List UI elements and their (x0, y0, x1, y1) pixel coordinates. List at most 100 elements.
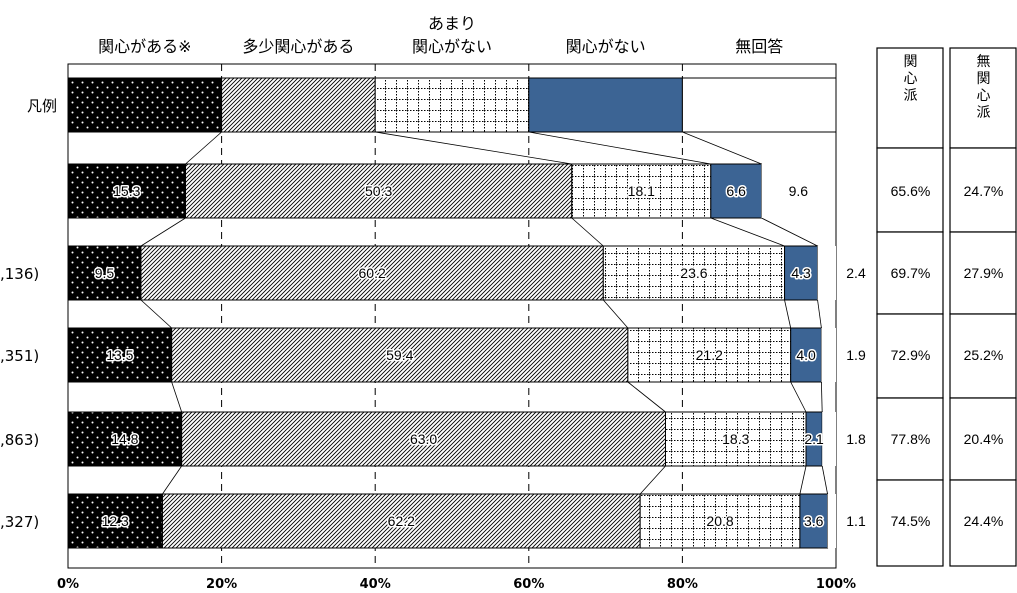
connector-line (639, 465, 666, 495)
legend-swatch (374, 77, 530, 133)
data-label: 14.8 (111, 431, 138, 447)
bar-segment (602, 245, 786, 301)
bar-segment (799, 493, 829, 549)
x-axis-tick-labels: 0% 20% 40% 60% 80% 100% (57, 577, 856, 592)
bar-segment (821, 328, 836, 382)
bar-segment (67, 493, 163, 549)
summary-value: 24.4% (964, 513, 1004, 529)
summary-cell (949, 479, 1017, 567)
data-label: 63.0 (410, 431, 437, 447)
data-label: 13.5 (106, 347, 133, 363)
summary-value: 65.6% (891, 183, 931, 199)
bar-segment (571, 163, 712, 219)
series-header-label: 無回答 (735, 37, 783, 56)
summary-header-label: 関心派 (904, 54, 918, 104)
connector-lines (140, 131, 828, 495)
connector-line (784, 299, 792, 329)
x-tick-label: 60% (513, 577, 544, 592)
summary-value: 69.7% (891, 265, 931, 281)
data-label: 2.4 (846, 265, 866, 281)
data-label: 15.3 (113, 183, 140, 199)
data-label: 20.8 (706, 513, 733, 529)
data-label: 4.3 (791, 265, 811, 281)
bar-segment (67, 327, 173, 383)
data-label: 1.8 (846, 431, 866, 447)
bar-segment (790, 327, 822, 383)
bar-segment (67, 411, 183, 467)
bar-segment (665, 411, 807, 467)
bar-segment (817, 246, 836, 300)
connector-line (821, 381, 823, 413)
series-header-label: 関心がない (412, 37, 492, 56)
bar-segment (67, 245, 142, 301)
summary-cell (876, 479, 944, 567)
summary-cell (876, 147, 944, 233)
connector-line (627, 381, 666, 413)
data-label: 62.2 (388, 513, 415, 529)
bar-segments (67, 77, 837, 549)
x-tick-label: 80% (667, 577, 698, 592)
bar-segment (627, 327, 792, 383)
bar-segment (784, 245, 819, 301)
x-tick-label: 0% (57, 577, 79, 592)
data-label: 2.1 (804, 431, 824, 447)
summary-value: 27.9% (964, 265, 1004, 281)
summary-value: 20.4% (964, 431, 1004, 447)
summary-value: 72.9% (891, 347, 931, 363)
connector-line (682, 131, 762, 165)
connector-line (571, 217, 604, 247)
value-labels: 15.3 50.3 18.1 6.6 9.6 9.5 60.2 23.6 4.3 2.4 13.5 5… (93, 182, 866, 531)
connector-line (790, 381, 807, 413)
legend-swatch (67, 77, 223, 133)
data-label: 60.2 (359, 265, 386, 281)
summary-header-label: 無関心派 (977, 54, 991, 121)
connector-line (761, 217, 818, 247)
data-label: 4.0 (796, 347, 816, 363)
category-labels: 凡例 ,136) ,351) ,863) ,327) (0, 97, 57, 531)
category-label: ,863) (0, 431, 39, 449)
summary-cell (876, 313, 944, 399)
category-label: ,136) (0, 265, 39, 283)
summary-cell (876, 231, 944, 315)
bar-segment (161, 493, 641, 549)
data-label: 9.6 (789, 183, 809, 199)
connector-line (185, 131, 222, 165)
connector-line (162, 465, 182, 495)
x-tick-label: 100% (816, 577, 856, 592)
bar-segment (171, 327, 629, 383)
data-label: 18.1 (628, 183, 655, 199)
summary-cell (876, 397, 944, 481)
connector-line (140, 299, 172, 329)
category-label: ,351) (0, 347, 39, 365)
x-tick-label: 40% (360, 577, 391, 592)
connector-line (528, 131, 711, 165)
summary-cell (949, 313, 1017, 399)
data-label: 12.3 (102, 513, 129, 529)
bar-segment (761, 164, 836, 218)
series-header-label: 関心がない (566, 37, 646, 56)
data-label: 6.6 (726, 183, 746, 199)
summary-value: 24.7% (964, 183, 1004, 199)
data-label: 21.2 (696, 347, 723, 363)
connector-line (171, 381, 183, 413)
connector-line (799, 465, 807, 495)
summary-value: 74.5% (891, 513, 931, 529)
series-header-label: あまり (428, 14, 476, 33)
summary-cell (949, 397, 1017, 481)
legend-swatch (528, 77, 683, 133)
data-label: 1.1 (846, 513, 866, 529)
data-label: 3.6 (804, 513, 824, 529)
connector-line (710, 217, 785, 247)
data-label: 1.9 (846, 347, 866, 363)
series-header-label: 多少関心がある (242, 37, 354, 56)
data-label: 50.3 (365, 183, 392, 199)
data-label: 23.6 (680, 265, 707, 281)
legend-swatch (221, 77, 376, 133)
bar-segment (639, 493, 801, 549)
plot-area-frame (67, 63, 837, 569)
bar-segment (805, 411, 823, 467)
summary-value: 77.8% (891, 431, 931, 447)
summary-value: 25.2% (964, 347, 1004, 363)
